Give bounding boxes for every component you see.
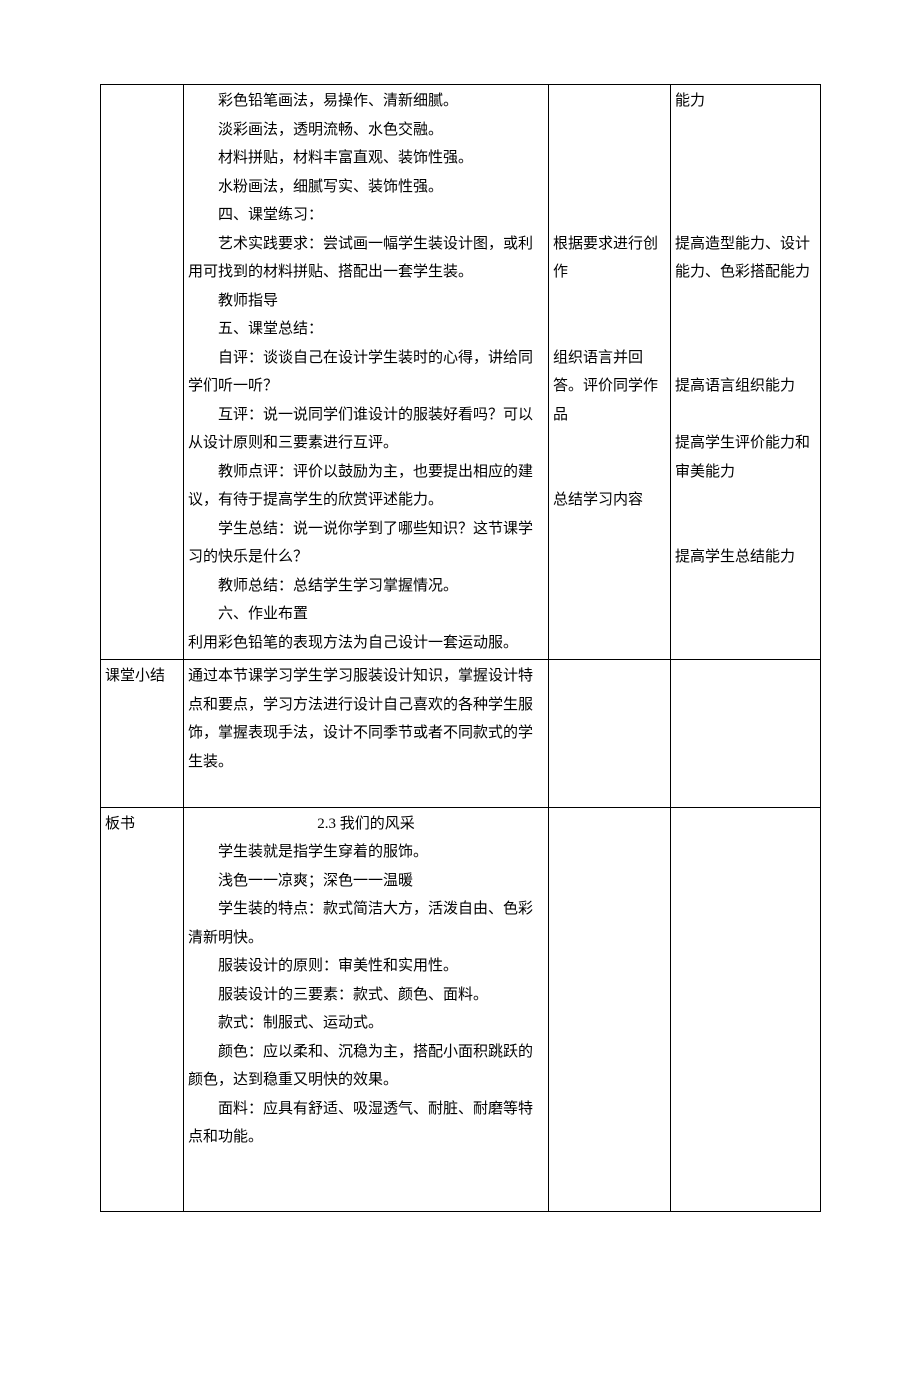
paragraph: 学生装的特点：款式简洁大方，活泼自由、色彩清新明快。 — [188, 895, 544, 952]
cell-r2-c4 — [671, 660, 821, 808]
paragraph: 彩色铅笔画法，易操作、清新细腻。 — [188, 87, 544, 116]
cell-r1-c3: 根据要求进行创作 组织语言并回答。评价同学作品 总结学习内容 — [549, 85, 671, 660]
cell-r2-c3 — [549, 660, 671, 808]
paragraph: 根据要求进行创作 — [553, 230, 666, 287]
lesson-table: 彩色铅笔画法，易操作、清新细腻。淡彩画法，透明流畅、水色交融。材料拼贴，材料丰富… — [100, 84, 821, 1212]
paragraph — [675, 144, 816, 173]
paragraph: 浅色一一凉爽；深色一一温暖 — [188, 867, 544, 896]
paragraph — [553, 429, 666, 458]
paragraph: 淡彩画法，透明流畅、水色交融。 — [188, 116, 544, 145]
paragraph: 提高学生评价能力和审美能力 — [675, 429, 816, 486]
paragraph: 通过本节课学习学生学习服装设计知识，掌握设计特点和要点，学习方法进行设计自己喜欢… — [188, 662, 544, 776]
paragraph — [188, 1180, 544, 1209]
paragraph — [188, 776, 544, 805]
cell-r3-c1: 板书 — [101, 807, 184, 1211]
paragraph: 水粉画法，细腻写实、装饰性强。 — [188, 173, 544, 202]
paragraph — [553, 87, 666, 116]
table-row: 板书 2.3 我们的风采学生装就是指学生穿着的服饰。浅色一一凉爽；深色一一温暖学… — [101, 807, 821, 1211]
paragraph — [553, 116, 666, 145]
cell-r1-c4: 能力 提高造型能力、设计能力、色彩搭配能力 提高语言组织能力 提高学生评价能力和… — [671, 85, 821, 660]
paragraph — [675, 515, 816, 544]
paragraph: 自评：谈谈自己在设计学生装时的心得，讲给同学们听一听？ — [188, 344, 544, 401]
paragraph — [675, 116, 816, 145]
paragraph: 款式：制服式、运动式。 — [188, 1009, 544, 1038]
paragraph: 五、课堂总结： — [188, 315, 544, 344]
cell-r2-c2: 通过本节课学习学生学习服装设计知识，掌握设计特点和要点，学习方法进行设计自己喜欢… — [184, 660, 549, 808]
paragraph — [675, 344, 816, 373]
paragraph: 2.3 我们的风采 — [188, 810, 544, 839]
paragraph: 颜色：应以柔和、沉稳为主，搭配小面积跳跃的颜色，达到稳重又明快的效果。 — [188, 1038, 544, 1095]
paragraph: 服装设计的原则：审美性和实用性。 — [188, 952, 544, 981]
paragraph: 教师点评：评价以鼓励为主，也要提出相应的建议，有待于提高学生的欣赏评述能力。 — [188, 458, 544, 515]
cell-r1-c2: 彩色铅笔画法，易操作、清新细腻。淡彩画法，透明流畅、水色交融。材料拼贴，材料丰富… — [184, 85, 549, 660]
paragraph: 利用彩色铅笔的表现方法为自己设计一套运动服。 — [188, 629, 544, 658]
paragraph: 学生装就是指学生穿着的服饰。 — [188, 838, 544, 867]
paragraph: 总结学习内容 — [553, 486, 666, 515]
paragraph: 六、作业布置 — [188, 600, 544, 629]
paragraph: 四、课堂练习： — [188, 201, 544, 230]
paragraph: 提高学生总结能力 — [675, 543, 816, 572]
paragraph: 提高语言组织能力 — [675, 372, 816, 401]
table-row: 彩色铅笔画法，易操作、清新细腻。淡彩画法，透明流畅、水色交融。材料拼贴，材料丰富… — [101, 85, 821, 660]
paragraph: 服装设计的三要素：款式、颜色、面料。 — [188, 981, 544, 1010]
paragraph — [675, 315, 816, 344]
paragraph — [675, 201, 816, 230]
paragraph — [553, 201, 666, 230]
cell-r3-c2: 2.3 我们的风采学生装就是指学生穿着的服饰。浅色一一凉爽；深色一一温暖学生装的… — [184, 807, 549, 1211]
paragraph: 互评：说一说同学们谁设计的服装好看吗？可以从设计原则和三要素进行互评。 — [188, 401, 544, 458]
paragraph: 组织语言并回答。评价同学作品 — [553, 344, 666, 430]
cell-r2-c1: 课堂小结 — [101, 660, 184, 808]
table-row: 课堂小结 通过本节课学习学生学习服装设计知识，掌握设计特点和要点，学习方法进行设… — [101, 660, 821, 808]
paragraph — [553, 173, 666, 202]
paragraph — [675, 401, 816, 430]
cell-r1-c1 — [101, 85, 184, 660]
paragraph — [553, 458, 666, 487]
paragraph: 学生总结：说一说你学到了哪些知识？这节课学习的快乐是什么？ — [188, 515, 544, 572]
paragraph — [675, 287, 816, 316]
paragraph — [188, 1152, 544, 1181]
paragraph — [553, 315, 666, 344]
paragraph — [553, 287, 666, 316]
paragraph: 艺术实践要求：尝试画一幅学生装设计图，或利用可找到的材料拼贴、搭配出一套学生装。 — [188, 230, 544, 287]
cell-r3-c3 — [549, 807, 671, 1211]
paragraph: 能力 — [675, 87, 816, 116]
page: 彩色铅笔画法，易操作、清新细腻。淡彩画法，透明流畅、水色交融。材料拼贴，材料丰富… — [0, 0, 920, 1392]
cell-r3-c4 — [671, 807, 821, 1211]
paragraph — [553, 144, 666, 173]
paragraph: 教师指导 — [188, 287, 544, 316]
paragraph — [675, 486, 816, 515]
paragraph: 教师总结：总结学生学习掌握情况。 — [188, 572, 544, 601]
paragraph — [675, 173, 816, 202]
paragraph: 面料：应具有舒适、吸湿透气、耐脏、耐磨等特点和功能。 — [188, 1095, 544, 1152]
paragraph: 提高造型能力、设计能力、色彩搭配能力 — [675, 230, 816, 287]
paragraph: 材料拼贴，材料丰富直观、装饰性强。 — [188, 144, 544, 173]
